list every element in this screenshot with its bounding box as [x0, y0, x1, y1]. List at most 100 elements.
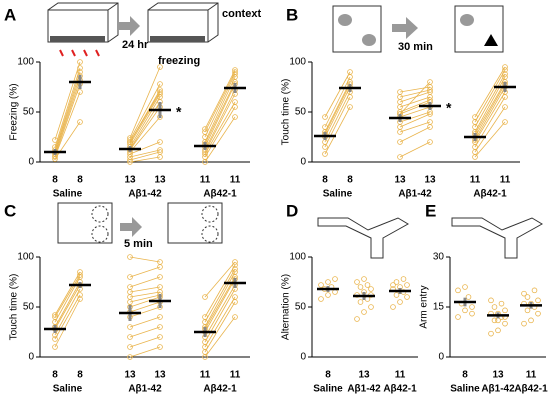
data-point: [157, 274, 163, 280]
data-point: [465, 294, 472, 300]
data-point: [157, 87, 163, 93]
data-point: [232, 71, 238, 77]
data-point: [127, 139, 133, 145]
data-point: [332, 289, 338, 295]
data-point: [472, 114, 478, 120]
data-point: [318, 296, 324, 302]
group-label: Aβ42-1: [473, 189, 507, 200]
n-label: 13: [492, 370, 504, 381]
data-point: [357, 284, 364, 290]
y-axis-label: Touch time (%): [9, 274, 20, 341]
subject-line: [129, 291, 161, 298]
subject-line: [399, 96, 431, 108]
data-point: [202, 151, 208, 157]
data-point: [469, 310, 475, 317]
data-point: [52, 344, 58, 350]
subject-line: [204, 264, 236, 318]
data-point: [393, 292, 400, 298]
data-point: [397, 89, 403, 95]
subject-line: [204, 271, 236, 328]
subject-line: [54, 284, 81, 330]
subject-line: [129, 96, 161, 148]
data-point: [232, 266, 238, 272]
panel-letter: D: [286, 201, 298, 220]
data-point: [502, 67, 508, 73]
subject-line: [129, 83, 161, 141]
data-point: [528, 317, 534, 324]
data-point: [524, 294, 531, 300]
data-point: [52, 314, 58, 320]
data-point: [127, 274, 133, 280]
significance-mark: *: [446, 100, 452, 116]
data-point: [495, 317, 501, 324]
group-label: Saline: [450, 384, 480, 395]
group-label: Aβ1-42: [128, 189, 162, 200]
data-point: [77, 296, 83, 302]
subject-line: [204, 278, 236, 333]
data-point: [127, 284, 133, 290]
data-point: [202, 314, 208, 320]
subject-line: [54, 288, 81, 336]
data-point: [427, 139, 433, 145]
subject-line: [129, 306, 161, 318]
subject-line: [474, 96, 506, 148]
subject-line: [204, 288, 236, 343]
data-point: [535, 297, 541, 304]
subject-line: [54, 274, 81, 318]
data-point: [157, 314, 163, 320]
y-tick-label: 100: [17, 57, 34, 68]
data-point: [157, 284, 163, 290]
data-point: [127, 344, 133, 350]
subject-line: [204, 284, 236, 338]
n-label: 13: [154, 175, 166, 186]
data-point: [347, 104, 353, 110]
subject-line: [399, 126, 431, 143]
data-point: [502, 64, 508, 70]
y-tick-label: 100: [289, 252, 306, 263]
data-point: [77, 89, 83, 95]
subject-line: [324, 86, 351, 138]
subject-line: [129, 316, 161, 328]
y-tick-label: 0: [438, 352, 444, 363]
subject-line: [129, 149, 161, 158]
subject-line: [129, 286, 161, 293]
illustration-label: context: [222, 8, 261, 20]
y-axis-label: Touch time (%): [281, 79, 292, 146]
data-point: [502, 119, 508, 125]
data-point: [52, 336, 58, 342]
data-point: [322, 151, 328, 157]
group-label: Aβ1-42: [128, 384, 162, 395]
n-label: 11: [500, 175, 511, 186]
data-point: [232, 99, 238, 105]
data-point: [427, 87, 433, 93]
data-point: [521, 320, 527, 327]
data-point: [462, 307, 468, 314]
subject-line: [129, 276, 161, 288]
data-point: [157, 139, 163, 145]
data-point: [157, 89, 163, 95]
subject-line: [54, 71, 81, 151]
data-point: [427, 111, 433, 117]
n-label: 11: [200, 175, 211, 186]
subject-line: [129, 326, 161, 338]
data-point: [393, 279, 400, 285]
data-point: [77, 272, 83, 278]
data-point: [502, 71, 508, 77]
subject-line: [129, 106, 161, 151]
subject-line: [54, 61, 81, 141]
y-tick-label: 0: [300, 157, 306, 168]
n-label: 11: [230, 175, 241, 186]
subject-line: [129, 256, 161, 263]
data-point: [232, 69, 238, 75]
subject-line: [324, 71, 351, 118]
subject-line: [129, 346, 161, 358]
panel-letter: B: [286, 5, 298, 24]
subject-line: [204, 316, 236, 358]
data-point: [361, 309, 367, 315]
n-label: 13: [154, 370, 166, 381]
data-point: [397, 154, 403, 160]
data-point: [427, 119, 433, 125]
data-point: [488, 297, 494, 304]
data-point: [127, 137, 133, 143]
